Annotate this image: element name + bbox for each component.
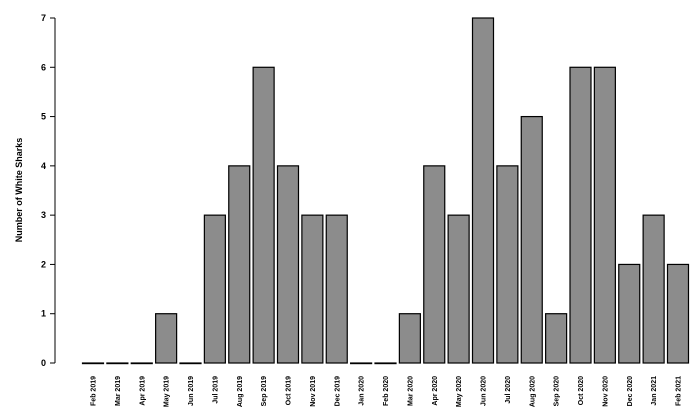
bar <box>252 66 275 364</box>
bar <box>130 362 153 365</box>
y-tick-label: 7 <box>41 13 46 23</box>
bar <box>228 165 251 364</box>
x-tick-label: Feb 2021 <box>676 376 683 406</box>
bar <box>666 263 690 364</box>
x-tick-label: Dec 2019 <box>334 376 341 406</box>
x-tick-label: Jun 2020 <box>481 376 488 406</box>
y-axis-ticks: 0 1 2 3 4 5 6 7 <box>41 13 55 368</box>
x-tick-label: Jul 2019 <box>212 376 219 404</box>
x-tick-label: Nov 2020 <box>602 376 609 407</box>
x-tick-label: Jan 2021 <box>651 376 658 406</box>
bar <box>155 313 178 364</box>
x-tick-label: Apr 2019 <box>139 376 146 406</box>
bar <box>642 214 665 364</box>
x-tick-label: Nov 2019 <box>310 376 317 407</box>
x-tick-label: Dec 2020 <box>627 376 634 406</box>
y-tick-label: 2 <box>41 259 46 269</box>
bar <box>447 214 470 364</box>
bar <box>106 362 129 365</box>
x-tick-label: Sep 2019 <box>261 376 268 406</box>
x-tick-label: Jan 2020 <box>359 376 366 406</box>
bars-group <box>81 17 690 365</box>
x-tick-label: Feb 2019 <box>91 376 98 406</box>
bar <box>569 66 592 364</box>
x-axis-ticks: Feb 2019 Mar 2019 Apr 2019 May 2019 Jun 2019… <box>91 376 683 407</box>
y-tick-label: 3 <box>41 210 46 220</box>
bar <box>496 165 519 364</box>
bar <box>325 214 348 364</box>
x-tick-label: May 2020 <box>456 376 463 407</box>
bar <box>374 362 397 365</box>
bar <box>398 313 421 364</box>
bar <box>545 313 568 364</box>
bar <box>520 115 543 364</box>
y-tick-label: 0 <box>41 358 46 368</box>
x-tick-label: Jun 2019 <box>188 376 195 406</box>
x-tick-label: Sep 2020 <box>554 376 561 406</box>
x-tick-label: Jul 2020 <box>505 376 512 404</box>
y-tick-label: 6 <box>41 62 46 72</box>
x-tick-label: May 2019 <box>164 376 171 407</box>
x-tick-label: Mar 2020 <box>407 376 414 406</box>
bar <box>276 165 300 364</box>
bar <box>618 263 641 364</box>
bar <box>423 165 446 364</box>
bar <box>179 362 202 365</box>
bar <box>301 214 324 364</box>
x-tick-label: Feb 2020 <box>383 376 390 406</box>
bar <box>203 214 226 364</box>
x-tick-label: Oct 2020 <box>578 376 585 405</box>
x-tick-label: Apr 2020 <box>432 376 439 406</box>
y-tick-label: 1 <box>41 309 46 319</box>
x-tick-label: Aug 2019 <box>237 376 244 407</box>
x-tick-label: Aug 2020 <box>529 376 536 407</box>
y-tick-label: 4 <box>41 161 46 171</box>
x-tick-label: Mar 2019 <box>115 376 122 406</box>
x-tick-label: Oct 2019 <box>286 376 293 405</box>
bar <box>593 66 616 364</box>
y-axis-label: Number of White Sharks <box>14 138 24 243</box>
bar <box>350 362 373 365</box>
y-tick-label: 5 <box>41 112 46 122</box>
bar <box>471 17 495 364</box>
bar <box>81 362 105 365</box>
